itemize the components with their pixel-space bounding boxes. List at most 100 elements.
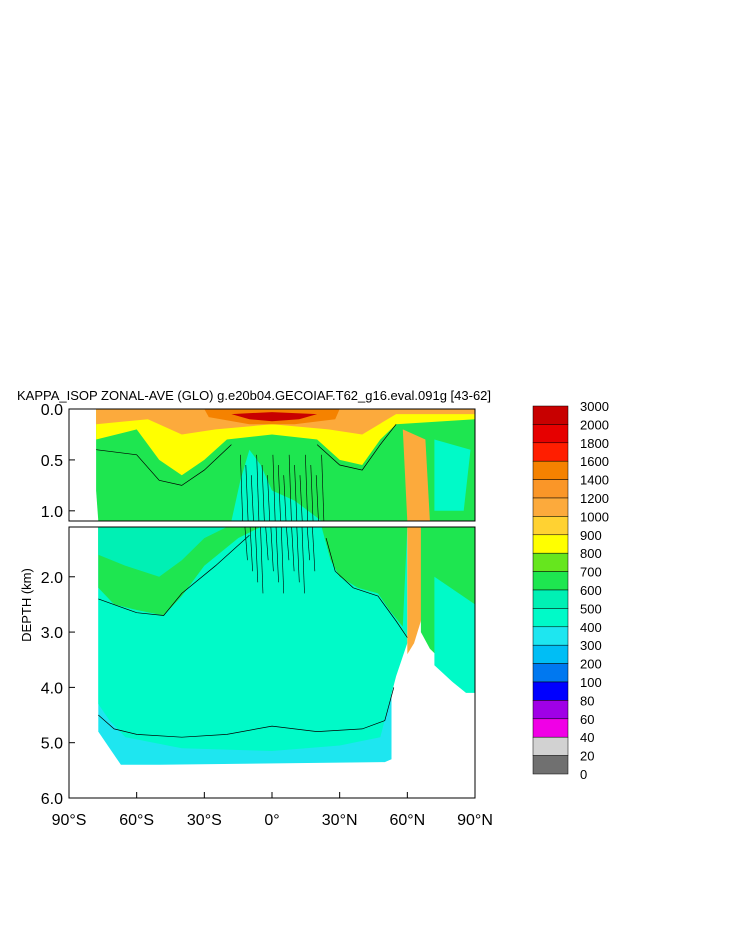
colorbar-label: 500	[580, 601, 602, 616]
x-tick-label: 90°N	[457, 812, 493, 829]
colorbar-label: 100	[580, 675, 602, 690]
y-tick-label: 2.0	[41, 570, 63, 587]
colorbar-box	[532, 405, 569, 425]
colorbar-label: 200	[580, 657, 602, 672]
lower-panel	[98, 526, 475, 765]
colorbar-label: 60	[580, 712, 594, 727]
y-tick-label: 0.5	[41, 453, 63, 470]
contour-equatorial	[249, 526, 253, 572]
upper-contour-equatorial	[310, 464, 314, 522]
contour-equatorial	[312, 526, 316, 572]
y-tick-label: 0.0	[41, 402, 63, 419]
colorbar-label: 600	[580, 583, 602, 598]
colorbar-box	[532, 755, 569, 775]
colorbar-label: 1000	[580, 509, 609, 524]
upper-contour-equatorial	[256, 454, 260, 522]
contour-equatorial	[244, 526, 248, 561]
colorbar-label: 20	[580, 749, 594, 764]
colorbar-label: 800	[580, 546, 602, 561]
x-tick-label: 60°N	[389, 812, 425, 829]
colorbar-box	[532, 681, 569, 701]
contour-equatorial	[270, 526, 274, 572]
y-tick-label: 6.0	[41, 791, 63, 808]
colorbar-box	[532, 460, 569, 480]
upper-frame	[68, 408, 476, 522]
upper-contour-equatorial	[305, 454, 308, 522]
upper-contour-equatorial	[315, 475, 319, 522]
colorbar-box	[532, 663, 569, 683]
colorbar-label: 3000	[580, 399, 609, 414]
colorbar-label: 1400	[580, 473, 609, 488]
upper-contour-equatorial	[321, 454, 325, 522]
colorbar-box	[532, 516, 569, 536]
y-tick-label: 5.0	[41, 736, 63, 753]
contour-equatorial	[306, 526, 310, 561]
x-tick-label: 90°S	[52, 812, 87, 829]
upper-contour-equatorial	[278, 464, 281, 522]
colorbar-label: 0	[580, 767, 587, 782]
upper-contour-equatorial	[261, 464, 265, 522]
colorbar-label: 40	[580, 730, 594, 745]
colorbar-label: 1200	[580, 491, 609, 506]
region-north-500	[434, 576, 475, 693]
x-tick-label: 60°S	[119, 812, 154, 829]
colorbar-label: 900	[580, 528, 602, 543]
upper-north-500	[434, 439, 471, 511]
upper-contour-equatorial	[288, 454, 292, 522]
y-axis-label: DEPTH (km)	[19, 568, 34, 642]
contour-equatorial	[255, 526, 259, 583]
colorbar-box	[532, 589, 569, 609]
upper-contour-equatorial	[267, 475, 271, 522]
upper-contour-equatorial	[299, 475, 303, 522]
colorbar-box	[532, 497, 569, 517]
upper-contour-equatorial	[283, 475, 287, 522]
contour-equatorial	[296, 526, 300, 583]
colorbar-box	[532, 736, 569, 756]
contour-equatorial	[275, 526, 279, 583]
colorbar-box	[532, 608, 569, 628]
x-tick-label: 0°	[264, 812, 279, 829]
colorbar-label: 1800	[580, 436, 609, 451]
colorbar-box	[532, 700, 569, 720]
upper-contour-b	[316, 424, 397, 471]
upper-contour-equatorial	[245, 464, 249, 522]
contour-equatorial	[301, 526, 305, 594]
chart-title: KAPPA_ISOP ZONAL-AVE (GLO) g.e20b04.GECO…	[17, 388, 492, 403]
colorbar-box	[532, 424, 569, 444]
upper-contour-equatorial	[250, 475, 254, 522]
y-tick-label: 3.0	[41, 625, 63, 642]
colorbar-box	[532, 534, 569, 554]
contour-equatorial	[286, 526, 290, 561]
colorbar-label: 300	[580, 638, 602, 653]
colorbar-box	[532, 626, 569, 646]
upper-3000	[231, 412, 318, 422]
upper-north-orange	[402, 429, 430, 521]
x-tick-label: 30°N	[322, 812, 358, 829]
colorbar-box	[532, 552, 569, 572]
region-600	[98, 527, 227, 577]
colorbar-box	[532, 644, 569, 664]
contour-deep	[98, 687, 395, 738]
contour-south	[98, 535, 250, 616]
contour-equatorial	[265, 526, 269, 561]
upper-contour-equatorial	[294, 464, 298, 522]
upper-contour-equatorial	[240, 454, 243, 522]
colorbar-label: 400	[580, 620, 602, 635]
contour-equatorial	[291, 526, 295, 572]
colorbar-label: 80	[580, 693, 594, 708]
colorbar-label: 2000	[580, 417, 609, 432]
upper-500-equator	[231, 449, 322, 521]
y-tick-label: 1.0	[41, 504, 63, 521]
colorbar-box	[532, 571, 569, 591]
contour-north	[325, 538, 408, 638]
x-tick-label: 30°S	[187, 812, 222, 829]
y-tick-label: 4.0	[41, 680, 63, 697]
contour-equatorial	[260, 526, 264, 594]
colorbar-box	[532, 479, 569, 499]
colorbar-box	[532, 718, 569, 738]
contour-equatorial	[280, 526, 285, 594]
upper-panel	[96, 409, 475, 522]
colorbar-label: 700	[580, 565, 602, 580]
upper-contour-equatorial	[272, 454, 276, 522]
